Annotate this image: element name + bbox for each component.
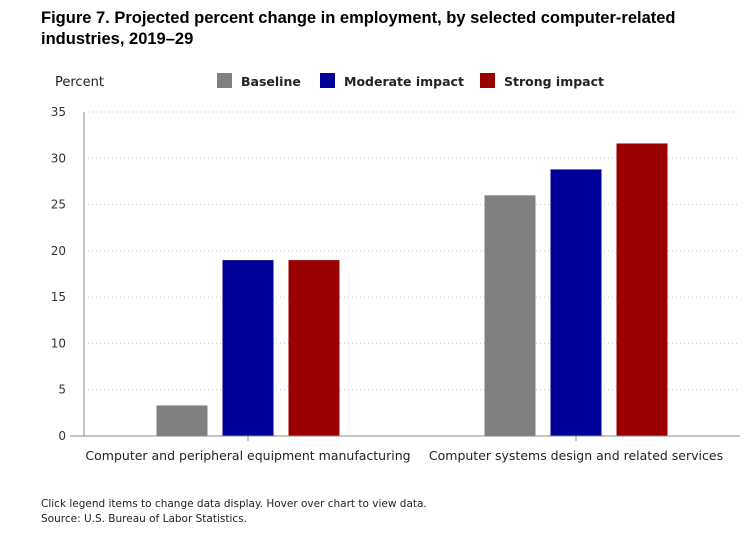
y-tick-label: 35: [51, 105, 66, 119]
footer-source: Source: U.S. Bureau of Labor Statistics.: [41, 513, 247, 525]
bar[interactable]: Strong impact: 31.6: [616, 143, 668, 436]
legend-swatch: [320, 73, 335, 88]
y-tick-label: 25: [51, 198, 66, 212]
gridlines: [84, 111, 740, 391]
y-tick-label: 5: [58, 383, 66, 397]
y-axis-label: Percent: [55, 75, 104, 90]
bars[interactable]: Baseline: 3.3 Moderate impact: 19 Strong i…: [156, 143, 668, 436]
y-axis-ticks: 0 5 10 15 20 25 30 35: [51, 105, 66, 443]
y-tick-label: 0: [58, 429, 66, 443]
x-axis-labels: Computer and peripheral equipment manufa…: [85, 448, 723, 463]
axes: [70, 112, 740, 441]
legend-item[interactable]: Baseline: [217, 73, 301, 89]
bar[interactable]: Strong impact: 19: [288, 260, 340, 436]
footer-note: Click legend items to change data displa…: [41, 498, 427, 510]
x-category-label: Computer systems design and related serv…: [429, 448, 723, 463]
legend-label: Baseline: [241, 74, 301, 89]
legend-label: Strong impact: [504, 74, 604, 89]
y-tick-label: 30: [51, 151, 66, 165]
legend[interactable]: Baseline Moderate impact Strong impact: [217, 73, 604, 89]
y-tick-label: 20: [51, 244, 66, 258]
legend-swatch: [217, 73, 232, 88]
footer: Click legend items to change data displa…: [41, 497, 427, 527]
bar[interactable]: Baseline: 26: [484, 195, 536, 436]
bar[interactable]: Baseline: 3.3: [156, 405, 208, 436]
bar-chart[interactable]: 0 5 10 15 20 25 30 35 Baseline: 3.3 Moderate imp…: [0, 0, 745, 490]
chart-title: Figure 7. Projected percent change in em…: [41, 9, 676, 48]
y-tick-label: 15: [51, 290, 66, 304]
x-category-label: Computer and peripheral equipment manufa…: [85, 448, 410, 463]
legend-label: Moderate impact: [344, 74, 464, 89]
bar[interactable]: Moderate impact: 28.8: [550, 169, 602, 436]
legend-item[interactable]: Strong impact: [480, 73, 604, 89]
bar[interactable]: Moderate impact: 19: [222, 260, 274, 436]
legend-item[interactable]: Moderate impact: [320, 73, 464, 89]
legend-swatch: [480, 73, 495, 88]
y-tick-label: 10: [51, 336, 66, 350]
